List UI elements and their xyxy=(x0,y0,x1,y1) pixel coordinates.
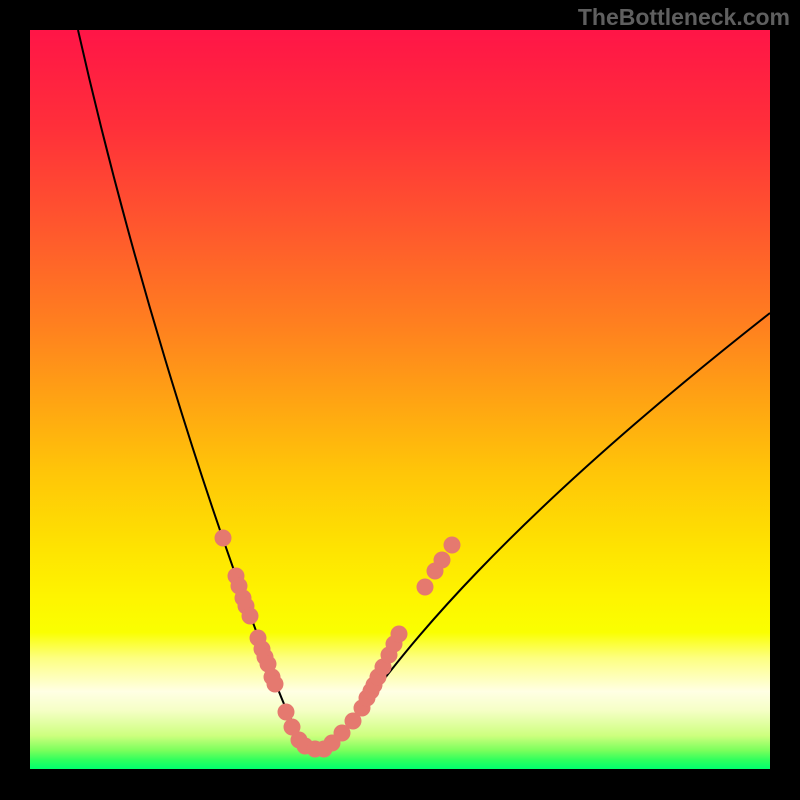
curve-dot xyxy=(324,735,341,752)
curve-dot xyxy=(444,537,461,554)
curve-dot xyxy=(391,626,408,643)
plot-svg xyxy=(30,30,770,769)
curve-dot xyxy=(267,676,284,693)
plot-area xyxy=(30,30,770,769)
curve-dot xyxy=(215,530,232,547)
curve-dot xyxy=(434,552,451,569)
watermark-text: TheBottleneck.com xyxy=(578,4,790,31)
chart-root: TheBottleneck.com xyxy=(0,0,800,800)
curve-dot xyxy=(278,704,295,721)
curve-dot xyxy=(242,608,259,625)
curve-dot xyxy=(417,579,434,596)
